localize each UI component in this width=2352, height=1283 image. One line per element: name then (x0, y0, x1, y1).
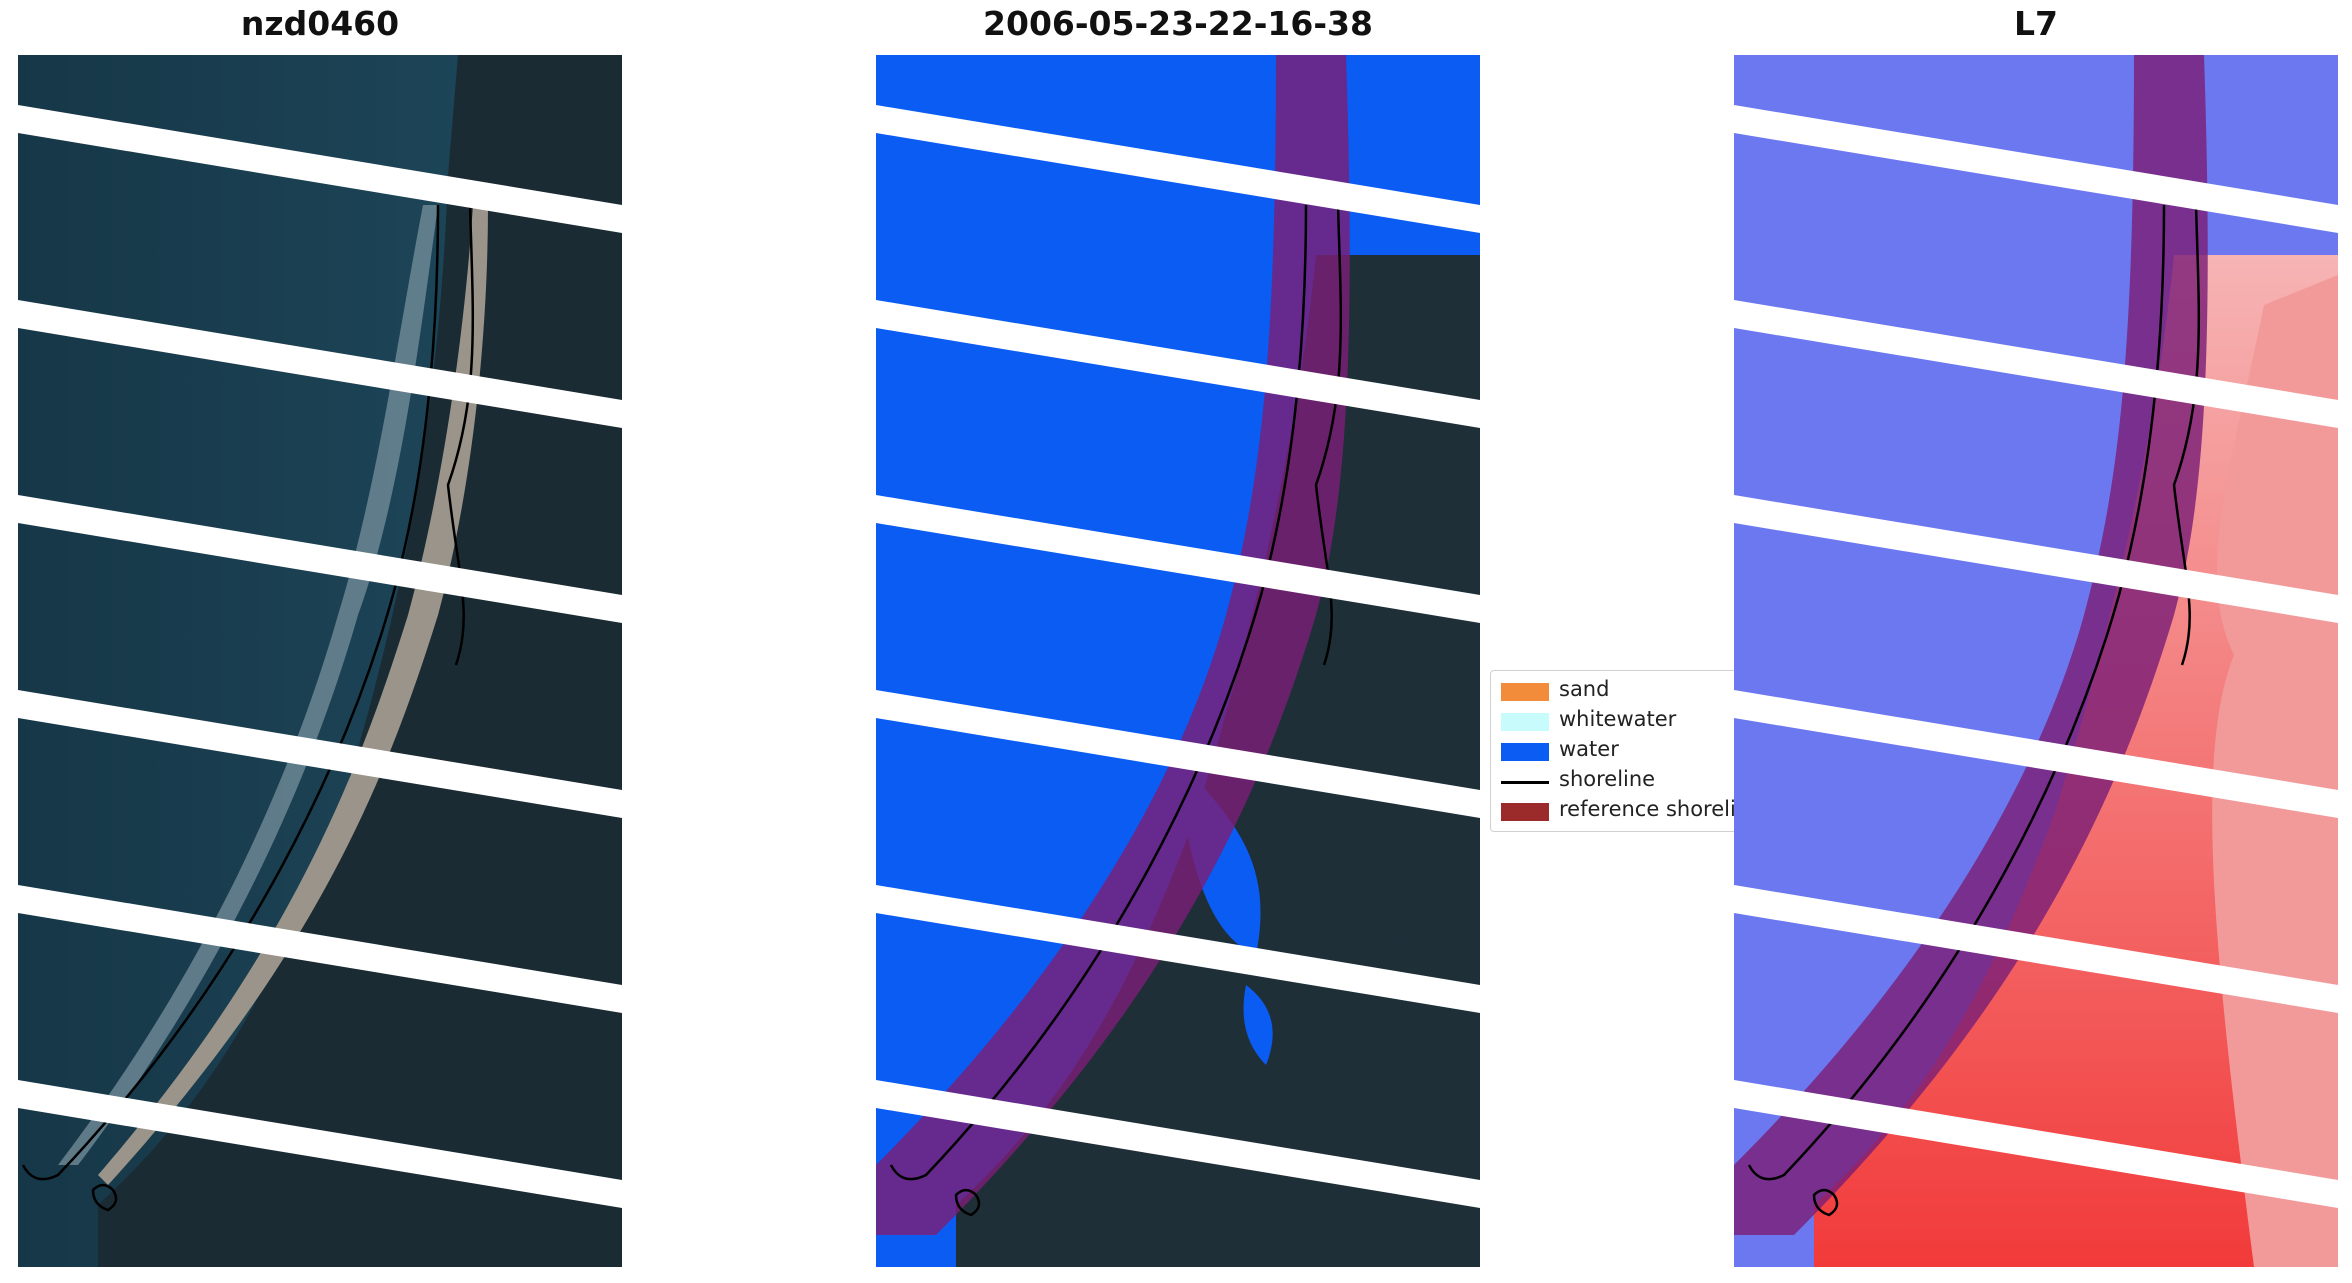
panel-title-satellite: L7 (2014, 4, 2058, 43)
legend-label: sand (1559, 677, 1610, 701)
legend-swatch-sand (1501, 683, 1549, 701)
legend-swatch-whitewater (1501, 713, 1549, 731)
inner-shoreline-line (2172, 204, 2201, 666)
classified-image-panel (876, 55, 1480, 1267)
legend-label: water (1559, 737, 1619, 761)
panel-title-date: 2006-05-23-22-16-38 (983, 4, 1373, 43)
scan-line-gaps (1734, 105, 2338, 1208)
shoreline-line (21, 204, 440, 1181)
reference-shoreline-buffer (1734, 55, 2208, 1235)
legend-item-shoreline: shoreline (1491, 765, 1741, 795)
land-area-right (1379, 275, 1480, 1267)
water-index-panel (1734, 55, 2338, 1267)
legend-label: reference shoreli (1559, 797, 1736, 821)
small-contour (1812, 1188, 1839, 1217)
rgb-image-panel (18, 55, 622, 1267)
inland-water-patch-2 (1243, 985, 1273, 1065)
legend-swatch-water (1501, 743, 1549, 761)
shoreline-line (1747, 204, 2166, 1181)
legend-item-sand: sand (1491, 675, 1741, 705)
legend-item-reference-shoreline: reference shoreli (1491, 795, 1741, 825)
sand-beach (98, 205, 488, 1185)
legend-item-water: water (1491, 735, 1741, 765)
panel-title-site: nzd0460 (240, 4, 400, 43)
legend-swatch-reference-shoreline (1501, 803, 1549, 821)
scan-line-gaps (18, 105, 622, 1208)
inner-shoreline-line (446, 204, 475, 666)
small-contour (954, 1188, 981, 1217)
reference-shoreline-buffer (876, 55, 1350, 1235)
legend-item-whitewater: whitewater (1491, 705, 1741, 735)
legend-line-shoreline (1501, 781, 1549, 784)
inner-shoreline-line (1314, 204, 1343, 666)
small-contour (91, 1183, 118, 1212)
scan-line-gaps (876, 105, 1480, 1208)
legend: sand whitewater water shoreline referenc… (1490, 670, 1742, 832)
land-index-area-right (2212, 275, 2338, 1267)
shoreline-line (889, 204, 1308, 1181)
legend-label: shoreline (1559, 767, 1656, 791)
legend-label: whitewater (1559, 707, 1677, 731)
